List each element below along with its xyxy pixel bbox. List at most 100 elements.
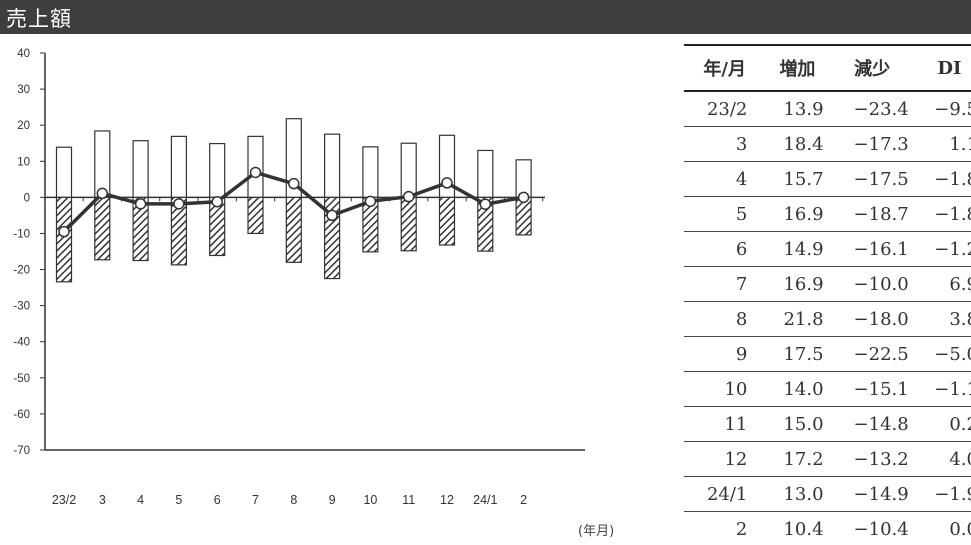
table-cell: 17.2 — [765, 441, 830, 477]
table-cell: −22.5 — [829, 336, 915, 372]
x-tick-label: 7 — [252, 493, 259, 507]
table-cell: −1.8 — [914, 196, 971, 232]
di-point — [134, 198, 147, 210]
increase-bar — [324, 133, 341, 198]
table-cell: 24/1 — [684, 476, 766, 512]
table-cell: 14.0 — [765, 371, 830, 407]
y-tick-label: 0 — [24, 192, 30, 204]
table-row: 24/113.0−14.9−1.9 — [684, 476, 971, 512]
x-tick-label: 8 — [290, 493, 297, 507]
di-point — [249, 166, 262, 179]
y-tick-label: 30 — [17, 84, 30, 96]
table-cell: −15.1 — [829, 371, 915, 407]
di-point — [364, 195, 377, 208]
decrease-bar — [55, 196, 73, 283]
table-cell: 13.9 — [765, 91, 830, 127]
table-cell: 18.4 — [765, 126, 830, 162]
increase-bar — [55, 146, 73, 198]
table-header-row: 年/月 増加 減少 DI — [684, 44, 971, 92]
increase-bar — [362, 146, 379, 198]
table-cell: 21.8 — [765, 301, 830, 337]
table-cell: 12 — [684, 441, 766, 477]
y-tick-label: -50 — [13, 373, 30, 385]
y-tick-label: 40 — [17, 48, 30, 60]
increase-bar — [132, 140, 149, 198]
table-cell: 4 — [684, 161, 766, 197]
decrease-bar — [247, 196, 264, 235]
table-cell: 16.9 — [765, 196, 830, 232]
increase-bar — [209, 142, 226, 198]
decrease-bar — [477, 196, 494, 252]
decrease-bar — [94, 196, 111, 261]
table-cell: 17.5 — [765, 336, 830, 372]
table-cell: −5.0 — [914, 336, 971, 372]
x-tick-label: 11 — [402, 493, 415, 507]
table-cell: 13.0 — [765, 476, 830, 512]
table-cell: −1.2 — [914, 231, 971, 267]
y-tick-label: -10 — [13, 228, 30, 240]
table-cell: −1.9 — [914, 476, 971, 512]
table-header-cell: 年/月 — [684, 44, 766, 92]
increase-bar — [94, 130, 111, 198]
table-row: 23/213.9−23.4−9.5 — [684, 91, 971, 127]
table-cell: −18.7 — [829, 196, 915, 232]
x-tick-label: 9 — [329, 493, 336, 507]
increase-bar — [170, 135, 187, 198]
table-row: 917.5−22.5−5.0 — [684, 336, 971, 372]
table-cell: 3.8 — [914, 301, 971, 337]
di-point — [441, 177, 453, 189]
table-cell: 10.4 — [765, 511, 830, 545]
table-cell: −1.8 — [914, 161, 971, 197]
table-cell: 7 — [684, 266, 766, 302]
table-header-cell: 減少 — [829, 44, 915, 92]
table-row: 516.9−18.7−1.8 — [684, 196, 971, 232]
table-cell: 10 — [684, 371, 766, 407]
di-point — [326, 209, 338, 222]
y-tick-label: -70 — [13, 445, 30, 457]
table-cell: −1.1 — [914, 371, 971, 407]
table-cell: −16.1 — [829, 231, 915, 267]
table-cell: −14.9 — [829, 476, 915, 512]
x-tick-label: 24/1 — [473, 493, 497, 507]
di-point — [479, 198, 492, 210]
x-tick-label: 10 — [363, 493, 377, 507]
table-header-cell: DI — [914, 44, 971, 92]
table-cell: 15.7 — [765, 161, 830, 197]
increase-bar — [400, 142, 417, 198]
table-cell: −17.3 — [829, 126, 915, 162]
table-row: 318.4−17.31.1 — [684, 126, 971, 162]
chart: 40 30 20 10 0 -10 -20 -30 -40 -50 -60 -70 23/2 3 4 5 6 7… — [13, 48, 585, 507]
table-cell: −14.8 — [829, 406, 915, 442]
table-cell: −9.5 — [914, 91, 971, 127]
di-point — [96, 187, 109, 200]
decrease-bar — [170, 196, 187, 266]
di-point — [211, 195, 223, 208]
increase-bar — [477, 149, 494, 198]
di-point — [402, 190, 415, 203]
table-cell: 15.0 — [765, 406, 830, 442]
table-cell: 2 — [684, 511, 766, 545]
di-point — [288, 177, 300, 190]
table-cell: −13.2 — [829, 441, 915, 477]
x-tick-label: 3 — [99, 493, 106, 507]
decrease-bar — [132, 196, 149, 262]
table-cell: 6 — [684, 231, 766, 267]
title-bar: 売上額 — [0, 0, 971, 34]
table-cell: 5 — [684, 196, 766, 232]
y-tick-label: 10 — [17, 156, 30, 168]
page-title: 売上額 — [6, 7, 72, 31]
y-tick-label: 20 — [17, 120, 30, 132]
table-cell: 0.2 — [914, 406, 971, 442]
table-cell: −10.0 — [829, 266, 915, 302]
decrease-bar — [438, 196, 456, 246]
decrease-bar — [285, 196, 302, 263]
table-cell: 9 — [684, 336, 766, 372]
table-row: 821.8−18.03.8 — [684, 301, 971, 337]
di-point — [173, 198, 185, 210]
table-cell: 0.0 — [914, 511, 971, 545]
